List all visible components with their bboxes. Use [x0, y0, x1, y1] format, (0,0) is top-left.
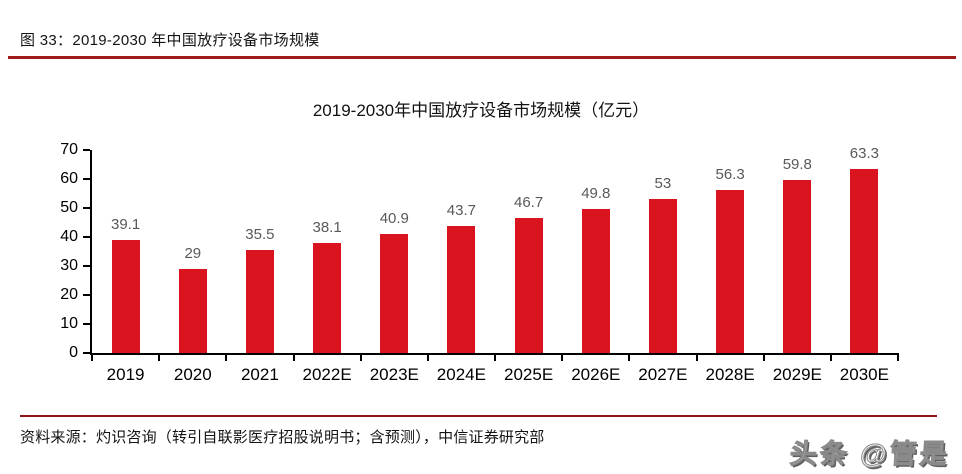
y-axis-label: 30: [60, 257, 78, 274]
bar-value-label: 40.9: [379, 210, 409, 228]
x-axis-tick: [628, 353, 631, 361]
x-axis-tick: [829, 353, 832, 361]
bar: [313, 242, 342, 353]
y-axis-label: 20: [60, 286, 78, 303]
caption-underline: [8, 56, 956, 59]
x-axis-tick: [695, 353, 698, 361]
bar: [581, 208, 610, 353]
x-axis-label: 2019: [106, 365, 145, 384]
x-axis-tick: [158, 353, 161, 361]
x-axis-label: 2021: [240, 365, 279, 384]
x-axis-label: 2020: [173, 365, 212, 384]
bar: [514, 217, 543, 353]
x-axis-tick: [561, 353, 564, 361]
y-axis-tick: [83, 323, 90, 325]
bar-value-label: 49.8: [581, 184, 611, 202]
y-axis-label: 10: [60, 315, 78, 332]
x-axis-label: 2024E: [436, 365, 486, 384]
bar-value-label: 46.7: [513, 193, 544, 211]
y-axis-label: 40: [60, 228, 78, 245]
x-axis-label: 2022E: [302, 365, 352, 384]
y-axis-label: 0: [69, 344, 78, 361]
y-axis-tick: [83, 265, 90, 267]
y-axis-tick: [83, 294, 90, 296]
bar-value-label: 53: [654, 175, 672, 193]
y-axis-tick: [83, 207, 90, 209]
chart-title: 2019-2030年中国放疗设备市场规模（亿元）: [312, 101, 650, 120]
x-axis-label: 2029E: [772, 365, 822, 384]
bar: [245, 250, 274, 353]
bar-value-label: 38.1: [312, 218, 342, 236]
bar: [648, 199, 677, 353]
y-axis-label: 50: [60, 199, 78, 216]
x-axis-tick: [359, 353, 362, 361]
y-axis-tick: [83, 352, 90, 354]
x-axis-tick: [91, 353, 93, 361]
bar: [178, 268, 207, 353]
x-axis-label: 2030E: [839, 365, 889, 384]
bar: [447, 226, 476, 353]
bar-value-label: 56.3: [715, 165, 745, 183]
source-divider: [20, 415, 937, 417]
bar-value-label: 35.5: [245, 226, 275, 244]
plot-area: 0 10 20 30 40 50 60 70 39.1 2019 29 2020 35.5 2021 38.…: [60, 141, 899, 384]
watermark: 头条 @管是: [788, 439, 951, 470]
bar-value-label: 39.1: [110, 215, 141, 233]
bar-value-label: 43.7: [446, 202, 476, 220]
x-axis-label: 2023E: [369, 365, 419, 384]
x-axis-tick: [762, 353, 765, 361]
y-axis-label: 60: [60, 170, 78, 187]
y-axis-tick: [83, 178, 90, 180]
y-axis-tick: [83, 149, 90, 151]
x-axis-label: 2028E: [705, 365, 755, 384]
x-axis-tick: [897, 353, 899, 361]
bar-value-label: 29: [184, 244, 202, 262]
x-axis-tick: [225, 353, 228, 361]
figure-caption: 图 33：2019-2030 年中国放疗设备市场规模: [20, 32, 320, 49]
x-axis-tick: [426, 353, 429, 361]
y-axis-tick: [83, 236, 90, 238]
bar: [111, 239, 140, 353]
x-axis-label: 2027E: [638, 365, 688, 384]
source-note: 资料来源：灼识咨询（转引自联影医疗招股说明书；含预测），中信证券研究部: [20, 429, 545, 446]
bar-value-label: 63.3: [849, 145, 879, 163]
x-axis-tick: [494, 353, 496, 361]
bar-value-label: 59.8: [782, 155, 812, 173]
x-axis-tick: [292, 353, 295, 361]
bar: [850, 169, 879, 353]
bar: [783, 179, 812, 353]
x-axis-label: 2026E: [571, 365, 621, 384]
y-axis-label: 70: [60, 141, 78, 158]
bar: [380, 234, 409, 353]
x-axis-label: 2025E: [504, 365, 554, 384]
bar: [716, 189, 745, 353]
